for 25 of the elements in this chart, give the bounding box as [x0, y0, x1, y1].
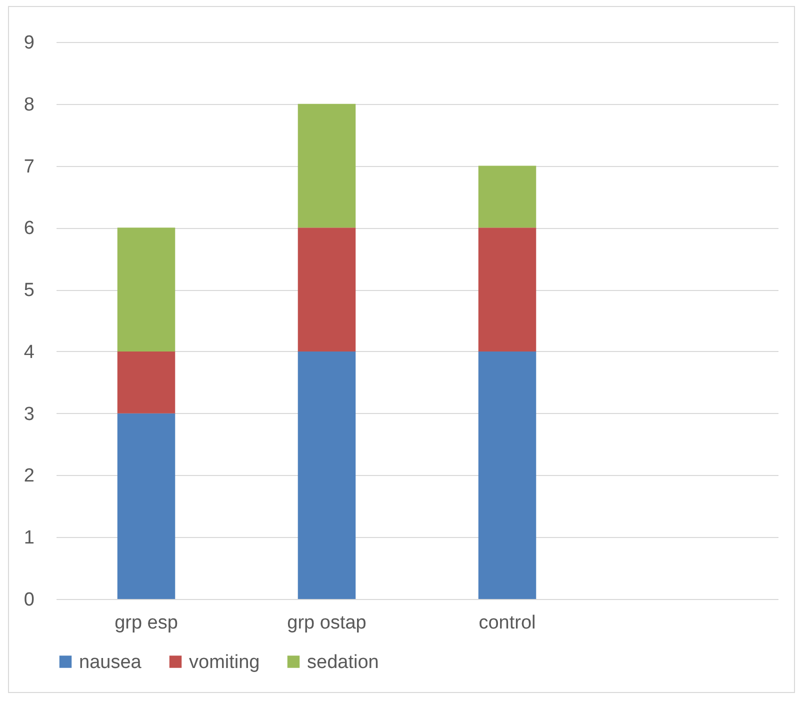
y-tick-label: 8 [24, 94, 34, 116]
y-tick-label: 4 [24, 342, 35, 363]
bar [117, 228, 176, 352]
bar [298, 228, 356, 352]
y-tick-label: 1 [24, 528, 34, 549]
bar [298, 351, 356, 599]
legend-label: vomiting [189, 652, 260, 673]
y-tick-label: 9 [24, 32, 34, 54]
x-tick-label: grp ostap [287, 612, 366, 634]
bar [478, 228, 536, 352]
bar [298, 104, 356, 228]
bar [117, 351, 176, 414]
y-tick-label: 7 [24, 156, 34, 178]
x-tick-label: control [478, 612, 536, 634]
bar [478, 166, 536, 228]
bar [478, 351, 536, 599]
y-tick-label: 5 [24, 280, 34, 302]
legend-label: sedation [307, 652, 379, 673]
y-tick-label: 6 [24, 218, 34, 240]
legend-label: nausea [79, 652, 142, 673]
x-tick-label: grp esp [114, 612, 178, 634]
y-tick-label: 2 [24, 466, 34, 487]
y-tick-label: 0 [24, 590, 34, 610]
y-tick-label: 3 [24, 404, 34, 425]
bar [117, 413, 176, 599]
